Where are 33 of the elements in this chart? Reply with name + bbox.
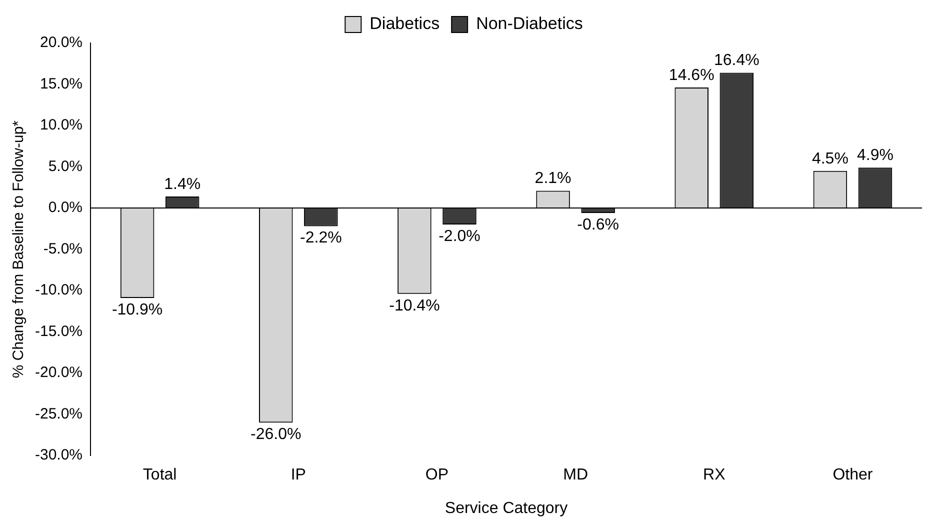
data-label: -10.9%: [112, 301, 163, 318]
y-tick-label: 15.0%: [40, 75, 83, 92]
data-label: -26.0%: [250, 426, 302, 443]
y-tick-label: 20.0%: [40, 34, 83, 52]
x-tick-label: RX: [703, 466, 726, 484]
data-label: -10.4%: [389, 297, 440, 314]
legend-label: Diabetics: [370, 14, 440, 34]
y-tick-label: -30.0%: [34, 446, 83, 464]
x-tick-label: OP: [425, 466, 449, 484]
x-tick-label: MD: [563, 466, 588, 484]
data-label: 2.1%: [534, 170, 572, 188]
data-label: 1.4%: [164, 176, 201, 193]
y-axis-title: % Change from Baseline to Follow-up*: [10, 120, 28, 378]
y-tick-label: -15.0%: [34, 322, 83, 340]
y-tick-label: -10.0%: [34, 282, 83, 299]
data-label: -2.0%: [438, 228, 480, 245]
data-label: -0.6%: [577, 216, 619, 234]
y-tick-label: -25.0%: [34, 405, 83, 422]
data-label: -2.2%: [300, 230, 342, 247]
y-tick-label: -5.0%: [43, 240, 83, 258]
x-axis-title: Service Category: [444, 500, 568, 517]
y-tick-label: 0.0%: [48, 199, 83, 216]
y-tick-label: 5.0%: [48, 158, 83, 175]
data-label: 14.6%: [668, 66, 714, 84]
y-tick-label: -20.0%: [34, 364, 83, 382]
x-tick-label: Other: [832, 466, 874, 484]
x-tick-label: IP: [290, 466, 306, 484]
x-tick-label: Total: [142, 466, 177, 484]
data-label: 4.5%: [812, 150, 848, 168]
data-label: 4.9%: [856, 147, 894, 164]
legend-label: Non-Diabetics: [476, 14, 583, 34]
data-label: 16.4%: [714, 52, 760, 70]
y-tick-label: 10.0%: [40, 116, 83, 134]
